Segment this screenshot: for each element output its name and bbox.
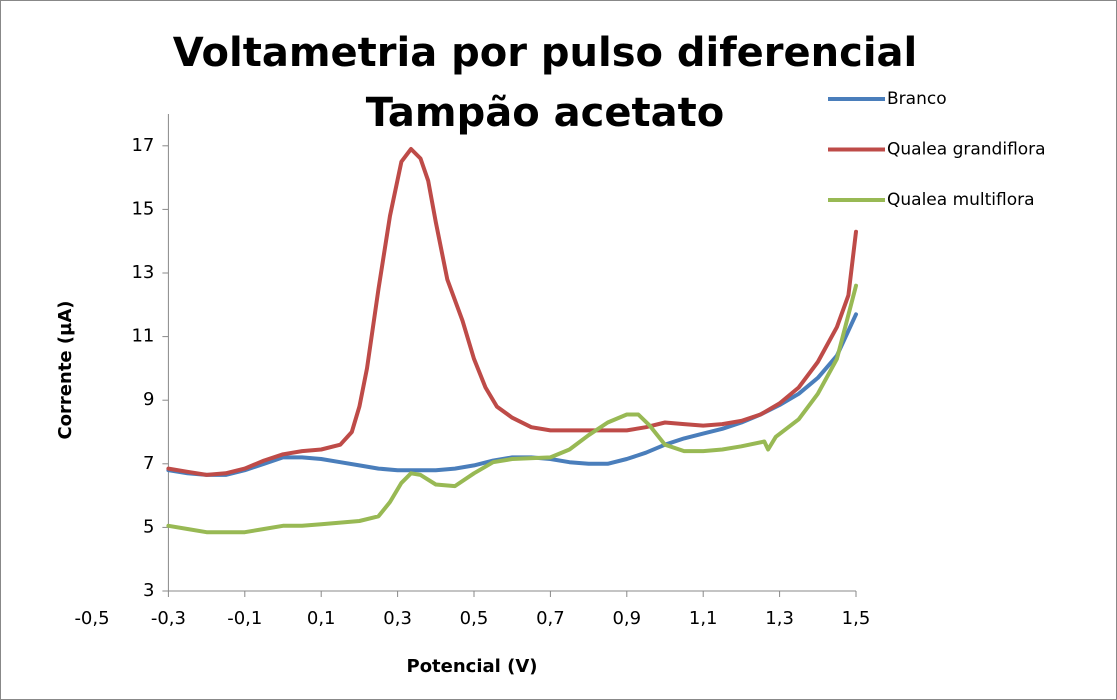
x-tick-label: 1,1 [689, 608, 718, 629]
y-tick-label: 3 [143, 580, 154, 601]
y-axis-label: Corrente (µA) [55, 300, 76, 439]
x-tick-label: -0,5 [74, 608, 109, 629]
x-tick-label: 0,1 [307, 608, 336, 629]
x-axis-label: Potencial (V) [407, 656, 538, 677]
y-tick-label: 5 [143, 516, 154, 537]
y-tick-label: 11 [131, 326, 154, 347]
legend-text: Branco [887, 89, 947, 109]
legend-text: Qualea multiflora [887, 190, 1035, 210]
x-tick-label: -0,1 [227, 608, 262, 629]
y-tick-label: 9 [143, 389, 154, 410]
y-tick-label: 15 [131, 198, 154, 219]
x-tick-label: -0,3 [151, 608, 186, 629]
series-line [166, 147, 858, 477]
x-tick-label: 0,9 [612, 608, 641, 629]
legend-text: Qualea grandiflora [887, 140, 1046, 160]
x-tick-label: 0,5 [460, 608, 489, 629]
y-tick-label: 7 [143, 453, 154, 474]
series-line [166, 283, 858, 535]
x-tick-label: 0,7 [536, 608, 565, 629]
x-tick-label: 1,3 [765, 608, 794, 629]
x-tick-label: 1,5 [842, 608, 871, 629]
y-tick-label: 17 [131, 135, 154, 156]
x-tick-label: 0,3 [383, 608, 412, 629]
chart-title: Voltametria por pulso diferencial [173, 30, 918, 76]
chart-title: Tampão acetato [366, 90, 724, 136]
y-tick-label: 13 [131, 262, 154, 283]
